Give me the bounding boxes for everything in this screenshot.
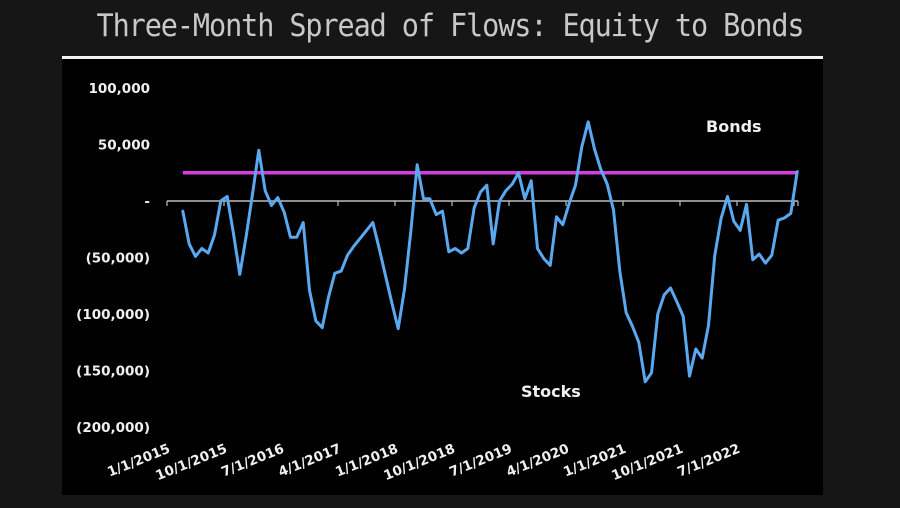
- y-tick-label: 100,000: [89, 81, 151, 97]
- y-tick-label: 50,000: [98, 138, 150, 154]
- y-tick-label: (150,000): [76, 364, 150, 380]
- y-tick-label: (200,000): [76, 420, 150, 436]
- flow-spread-line: [181, 120, 799, 384]
- bonds-annotation: Bonds: [706, 117, 762, 136]
- x-tick-label: 4/1/2017: [276, 441, 343, 481]
- x-tick-label: 7/1/2019: [447, 441, 514, 481]
- x-axis: [166, 200, 799, 206]
- title-divider: [62, 56, 823, 59]
- x-axis-labels: 1/1/201510/1/20157/1/20164/1/20171/1/201…: [105, 441, 742, 484]
- y-axis-labels: 100,000 50,000 - (50,000) (100,000) (150,000)…: [76, 81, 150, 436]
- chart-panel: [62, 59, 823, 495]
- y-tick-label: (50,000): [86, 251, 150, 267]
- chart-title: Three-Month Spread of Flows: Equity to B…: [96, 8, 805, 44]
- y-tick-label: -: [144, 194, 150, 210]
- x-tick-label: 7/1/2016: [219, 441, 286, 481]
- stocks-annotation: Stocks: [521, 382, 581, 401]
- y-tick-label: (100,000): [76, 307, 150, 323]
- x-tick-label: 7/1/2022: [675, 441, 742, 481]
- x-tick-label: 4/1/2020: [504, 441, 571, 481]
